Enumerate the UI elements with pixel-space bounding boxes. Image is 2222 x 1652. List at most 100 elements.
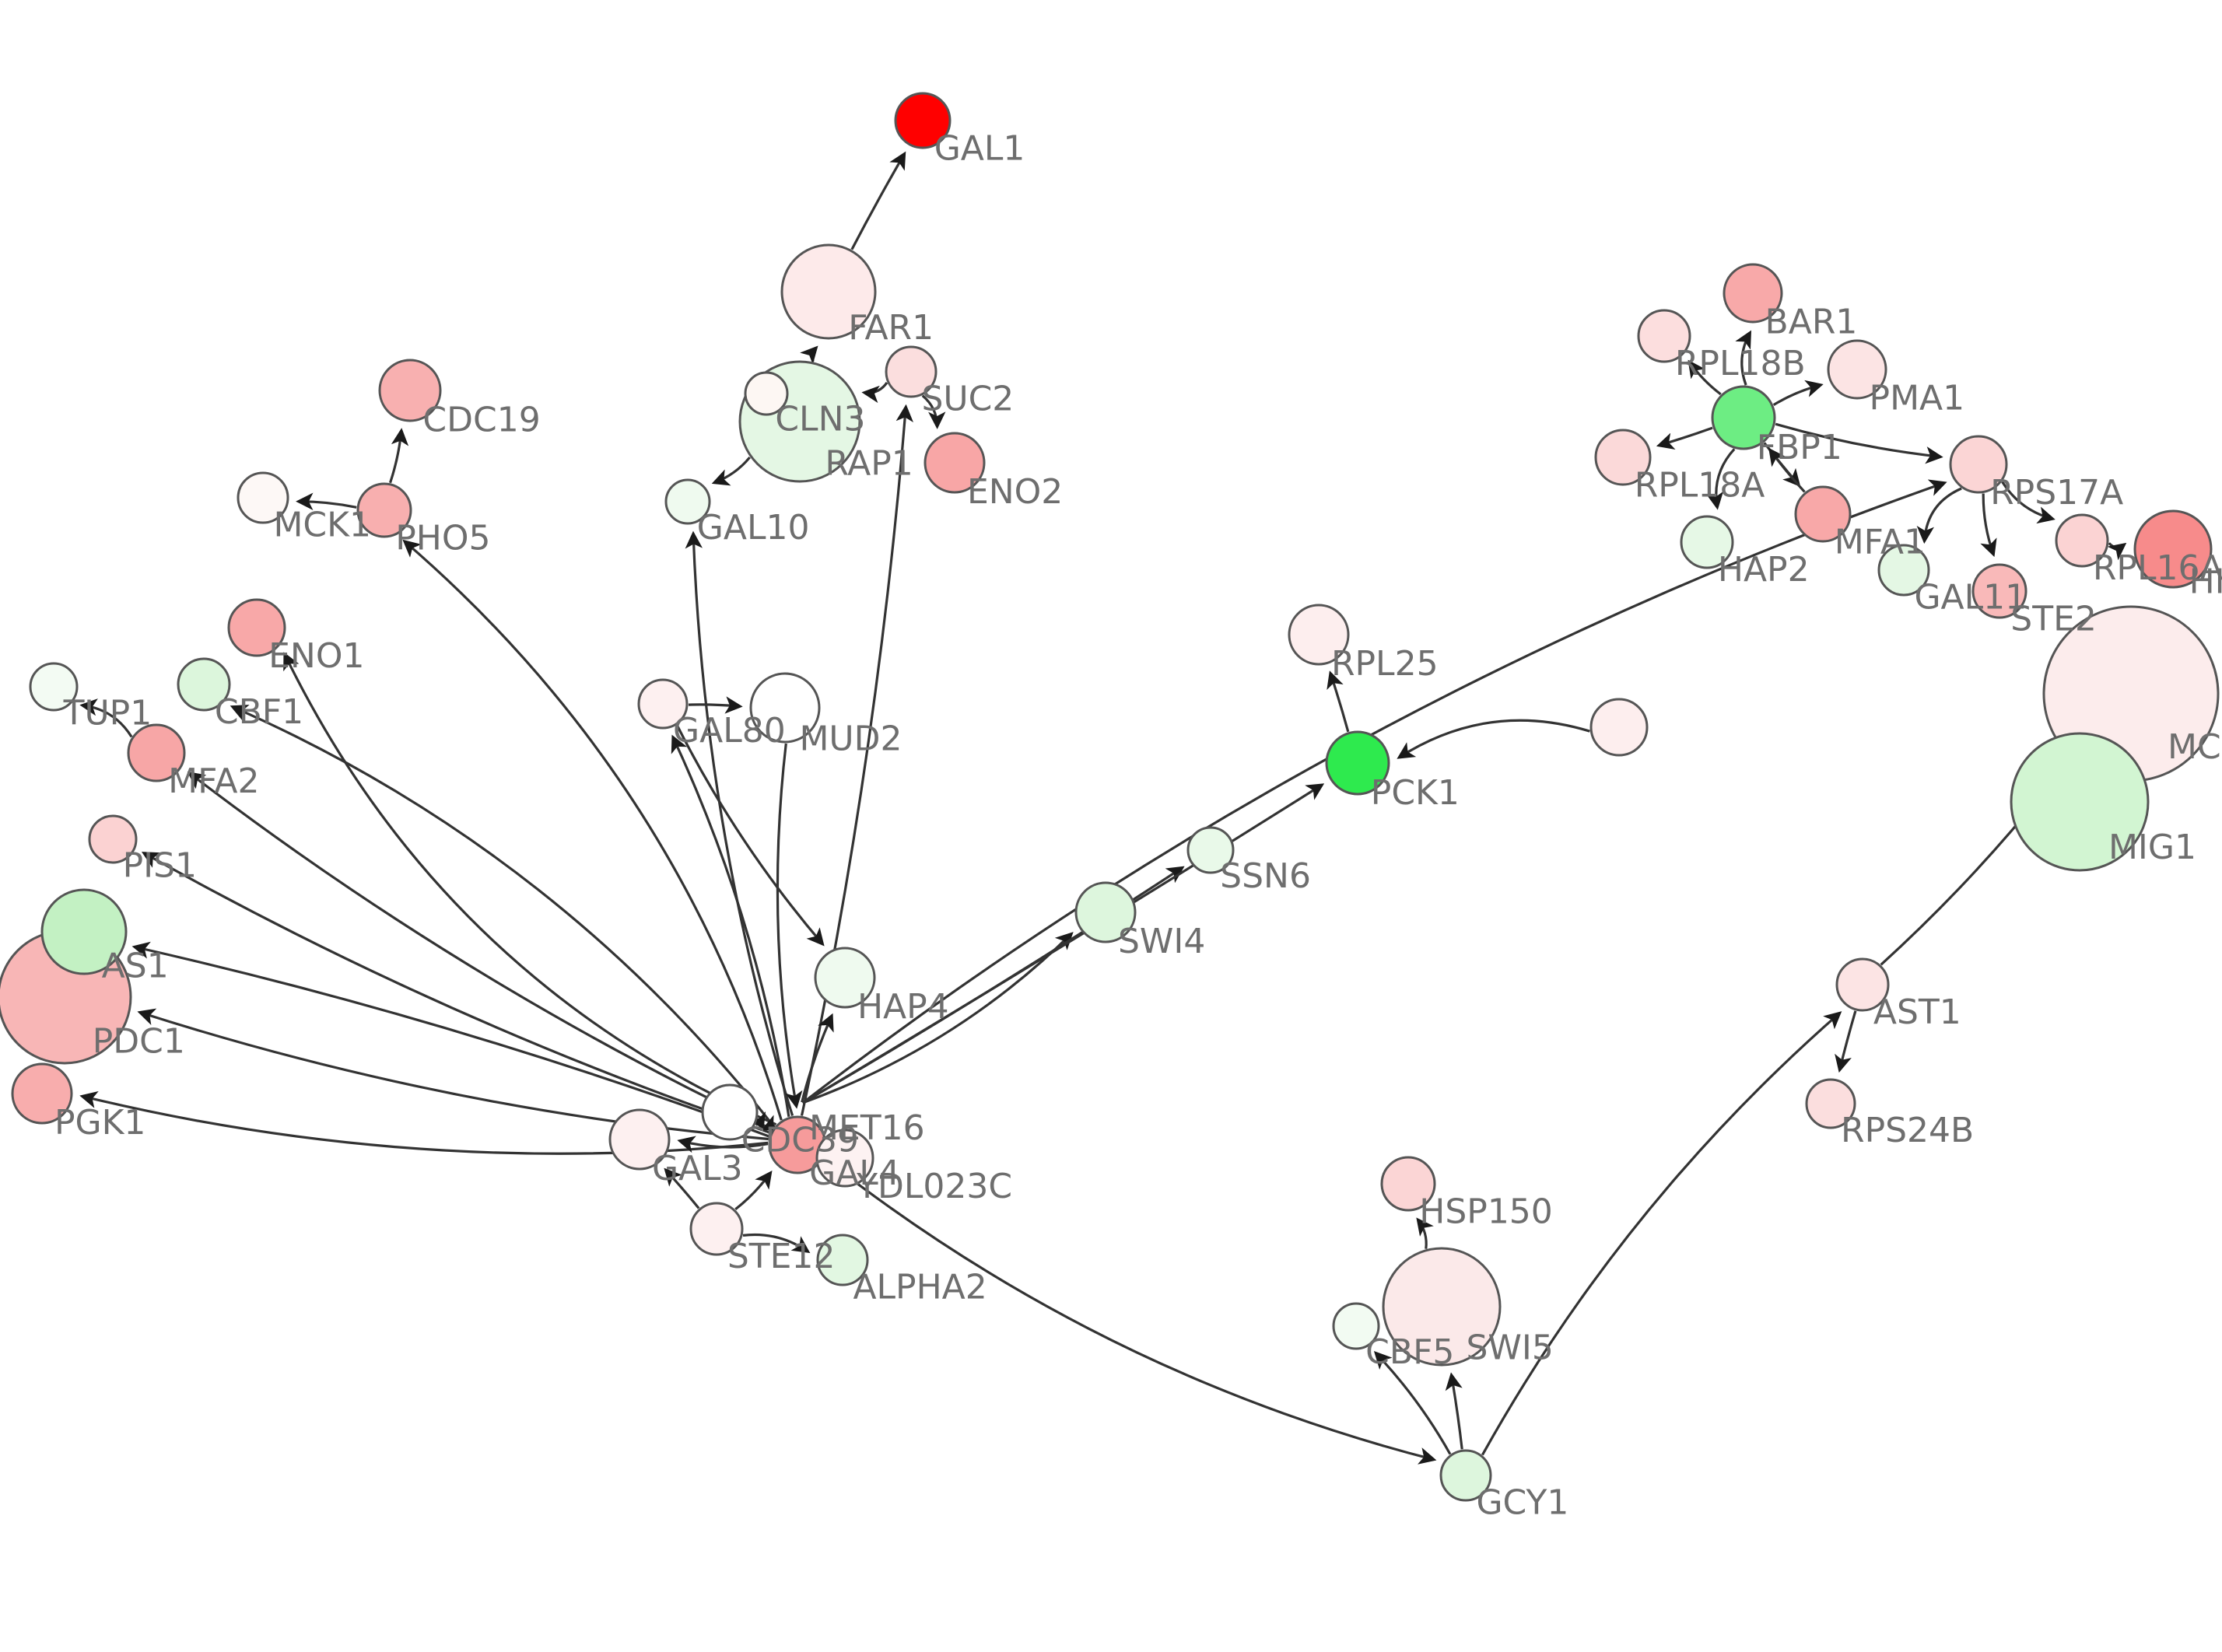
graph-edge (402, 539, 783, 1121)
graph-node[interactable] (2010, 732, 2150, 872)
graph-node[interactable] (815, 1129, 874, 1188)
graph-node-label: HIS4 (2189, 562, 2222, 602)
graph-node[interactable] (1637, 309, 1691, 363)
graph-node-label: ALPHA2 (853, 1267, 987, 1307)
graph-node[interactable] (1680, 515, 1734, 569)
graph-node-label: MUD2 (799, 719, 902, 758)
graph-node-label: GAL1 (934, 129, 1025, 169)
graph-node[interactable] (1794, 485, 1852, 543)
graph-edge (711, 456, 751, 486)
graph-node-label: FAR1 (848, 308, 934, 348)
graph-node-label: CDC19 (422, 400, 540, 439)
graph-edge (1397, 719, 1590, 759)
graph-node[interactable] (2055, 513, 2109, 568)
graph-node-label: SUC2 (921, 379, 1014, 418)
graph-node[interactable] (11, 1062, 73, 1125)
graph-node[interactable] (1827, 339, 1887, 400)
graph-node[interactable] (749, 672, 821, 744)
graph-node-label: SSN6 (1220, 856, 1311, 896)
graph-node-label: MIG1 (2108, 828, 2196, 867)
graph-node[interactable] (701, 1083, 759, 1141)
graph-node[interactable] (1439, 1449, 1492, 1502)
graph-node-label: HSP150 (1419, 1192, 1553, 1231)
graph-edge (1706, 448, 1736, 510)
graph-node-label: PMA1 (1870, 379, 1965, 418)
graph-node[interactable] (1723, 263, 1783, 324)
graph-node-label: SWI5 (1467, 1328, 1554, 1368)
graph-node[interactable] (1877, 544, 1930, 597)
graph-edge (1373, 1350, 1452, 1455)
graph-node-label: AST1 (1873, 992, 1961, 1032)
graph-node[interactable] (664, 478, 711, 525)
graph-node[interactable] (608, 1108, 671, 1171)
graph-node-label: STE12 (727, 1237, 836, 1276)
graph-edge (131, 941, 770, 1138)
graph-node[interactable] (177, 657, 231, 712)
graph-node-label: AS1 (102, 947, 169, 986)
graph-node[interactable] (1589, 698, 1649, 757)
graph-node[interactable] (378, 359, 442, 422)
graph-node[interactable] (40, 888, 128, 975)
graph-edge (1768, 447, 1806, 493)
graph-node[interactable] (1711, 385, 1776, 450)
graph-edge (1735, 330, 1752, 386)
graph-node-label: PGK1 (54, 1103, 145, 1143)
graph-node-label: HAP2 (1718, 550, 1810, 590)
graph-node-label: GAL10 (697, 508, 810, 548)
graph-node[interactable] (1186, 826, 1235, 874)
graph-node[interactable] (2133, 509, 2213, 589)
graph-edge (776, 743, 803, 1109)
graph-edge (2001, 481, 2056, 524)
graph-node-label: RPL18A (1635, 466, 1765, 506)
graph-node[interactable] (1594, 429, 1652, 486)
graph-node-label: CDC39 (741, 1121, 859, 1160)
graph-node[interactable] (814, 947, 876, 1009)
graph-node[interactable] (356, 482, 412, 538)
graph-node[interactable] (1949, 435, 2008, 494)
graph-edge (2107, 542, 2127, 561)
graph-node[interactable] (29, 662, 79, 712)
graph-node[interactable] (1332, 1302, 1380, 1350)
graph-node[interactable] (88, 814, 138, 864)
graph-node[interactable] (689, 1202, 744, 1256)
graph-edge (187, 771, 773, 1131)
graph-edge (141, 852, 771, 1135)
graph-edge (802, 932, 1074, 1104)
graph-node[interactable] (816, 1234, 869, 1286)
graph-node-label: YDL023C (856, 1167, 1012, 1206)
graph-edge (79, 698, 133, 738)
graph-node[interactable] (1380, 1156, 1436, 1212)
graph-node[interactable] (1805, 1078, 1856, 1129)
graph-edge (800, 345, 818, 365)
graph-edge (921, 394, 946, 429)
graph-node-label: MCM1 (2168, 727, 2222, 767)
graph-node[interactable] (1835, 957, 1890, 1012)
graph-node[interactable] (637, 678, 689, 730)
graph-node-label: PDC1 (93, 1022, 185, 1062)
graph-edge (283, 652, 777, 1126)
graph-edge (850, 151, 906, 250)
graph-node-label: RPL25 (1331, 644, 1439, 684)
graph-node-label: MFA1 (1835, 523, 1926, 562)
graph-node[interactable] (127, 723, 186, 782)
graph-node[interactable] (744, 371, 789, 416)
graph-node[interactable] (885, 345, 938, 398)
graph-node[interactable] (1325, 730, 1390, 796)
graph-node-label: FBP1 (1757, 428, 1842, 467)
graph-node-label: RPS24B (1841, 1111, 1974, 1150)
graph-node[interactable] (894, 92, 952, 149)
graph-node[interactable] (923, 432, 986, 494)
graph-node-label: GAL3 (652, 1149, 743, 1188)
graph-node-label: PHO5 (395, 518, 490, 558)
graph-node[interactable] (237, 471, 289, 524)
graph-edge (230, 705, 776, 1128)
graph-node[interactable] (227, 598, 286, 657)
graph-node[interactable] (1074, 881, 1137, 943)
graph-node[interactable] (1971, 563, 2027, 619)
graph-node[interactable] (1288, 604, 1350, 666)
graph-node[interactable] (1382, 1247, 1502, 1367)
graph-edge (664, 1167, 700, 1209)
graph-node-label: CBF1 (215, 692, 303, 732)
graph-node[interactable] (780, 243, 877, 340)
